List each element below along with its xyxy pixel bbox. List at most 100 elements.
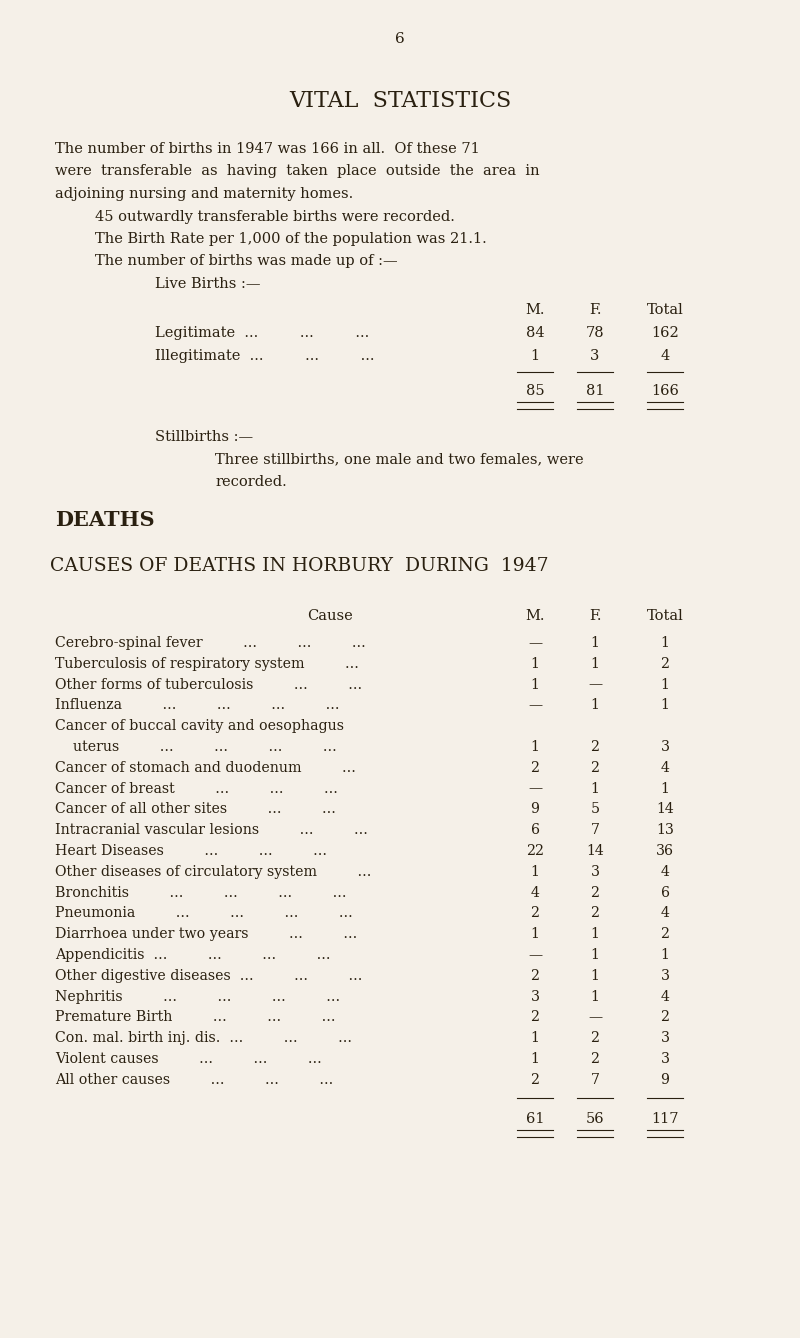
Text: F.: F.: [589, 304, 602, 317]
Text: 81: 81: [586, 384, 604, 397]
Text: Diarrhoea under two years         ...         ...: Diarrhoea under two years ... ...: [55, 927, 358, 941]
Text: 1: 1: [530, 677, 539, 692]
Text: 6: 6: [530, 823, 539, 838]
Text: Cerebro-spinal fever         ...         ...         ...: Cerebro-spinal fever ... ... ...: [55, 636, 366, 650]
Text: 78: 78: [586, 326, 604, 340]
Text: 1: 1: [530, 657, 539, 670]
Text: DEATHS: DEATHS: [55, 510, 154, 530]
Text: 7: 7: [590, 1073, 599, 1086]
Text: 1: 1: [590, 969, 599, 983]
Text: Other forms of tuberculosis         ...         ...: Other forms of tuberculosis ... ...: [55, 677, 362, 692]
Text: 4: 4: [661, 864, 670, 879]
Text: 2: 2: [661, 657, 670, 670]
Text: —: —: [588, 1010, 602, 1025]
Text: 1: 1: [530, 1052, 539, 1066]
Text: VITAL  STATISTICS: VITAL STATISTICS: [289, 90, 511, 112]
Text: 45 outwardly transferable births were recorded.: 45 outwardly transferable births were re…: [95, 210, 455, 223]
Text: 2: 2: [590, 906, 599, 921]
Text: 1: 1: [530, 348, 539, 363]
Text: Illegitimate  ...         ...         ...: Illegitimate ... ... ...: [155, 348, 374, 363]
Text: 3: 3: [661, 740, 670, 755]
Text: Tuberculosis of respiratory system         ...: Tuberculosis of respiratory system ...: [55, 657, 359, 670]
Text: Other diseases of circulatory system         ...: Other diseases of circulatory system ...: [55, 864, 371, 879]
Text: 2: 2: [530, 761, 539, 775]
Text: 1: 1: [590, 781, 599, 796]
Text: uterus         ...         ...         ...         ...: uterus ... ... ... ...: [55, 740, 337, 755]
Text: 84: 84: [526, 326, 544, 340]
Text: 2: 2: [530, 1073, 539, 1086]
Text: Premature Birth         ...         ...         ...: Premature Birth ... ... ...: [55, 1010, 335, 1025]
Text: The number of births was made up of :—: The number of births was made up of :—: [95, 254, 398, 269]
Text: 1: 1: [590, 927, 599, 941]
Text: 1: 1: [590, 698, 599, 712]
Text: 1: 1: [530, 927, 539, 941]
Text: adjoining nursing and maternity homes.: adjoining nursing and maternity homes.: [55, 187, 354, 201]
Text: 2: 2: [590, 1052, 599, 1066]
Text: 1: 1: [530, 740, 539, 755]
Text: The Birth Rate per 1,000 of the population was 21.1.: The Birth Rate per 1,000 of the populati…: [95, 231, 486, 246]
Text: Stillbirths :—: Stillbirths :—: [155, 429, 253, 444]
Text: 1: 1: [590, 990, 599, 1004]
Text: 162: 162: [651, 326, 679, 340]
Text: 14: 14: [656, 803, 674, 816]
Text: Influenza         ...         ...         ...         ...: Influenza ... ... ... ...: [55, 698, 339, 712]
Text: Three stillbirths, one male and two females, were: Three stillbirths, one male and two fema…: [215, 452, 584, 467]
Text: All other causes         ...         ...         ...: All other causes ... ... ...: [55, 1073, 334, 1086]
Text: 1: 1: [530, 864, 539, 879]
Text: F.: F.: [589, 610, 602, 624]
Text: —: —: [528, 949, 542, 962]
Text: 2: 2: [590, 1032, 599, 1045]
Text: Total: Total: [646, 304, 683, 317]
Text: 2: 2: [590, 886, 599, 899]
Text: 56: 56: [586, 1112, 604, 1125]
Text: 85: 85: [526, 384, 544, 397]
Text: 3: 3: [530, 990, 539, 1004]
Text: 1: 1: [661, 698, 670, 712]
Text: Cancer of all other sites         ...         ...: Cancer of all other sites ... ...: [55, 803, 336, 816]
Text: —: —: [588, 677, 602, 692]
Text: 1: 1: [661, 636, 670, 650]
Text: 5: 5: [590, 803, 599, 816]
Text: Pneumonia         ...         ...         ...         ...: Pneumonia ... ... ... ...: [55, 906, 353, 921]
Text: 1: 1: [661, 949, 670, 962]
Text: 117: 117: [651, 1112, 678, 1125]
Text: 2: 2: [530, 969, 539, 983]
Text: 9: 9: [661, 1073, 670, 1086]
Text: 1: 1: [590, 636, 599, 650]
Text: —: —: [528, 781, 542, 796]
Text: 4: 4: [661, 990, 670, 1004]
Text: 36: 36: [656, 844, 674, 858]
Text: 7: 7: [590, 823, 599, 838]
Text: M.: M.: [526, 304, 545, 317]
Text: 2: 2: [661, 1010, 670, 1025]
Text: 3: 3: [661, 969, 670, 983]
Text: 4: 4: [661, 761, 670, 775]
Text: Violent causes         ...         ...         ...: Violent causes ... ... ...: [55, 1052, 322, 1066]
Text: 3: 3: [661, 1052, 670, 1066]
Text: 2: 2: [590, 761, 599, 775]
Text: 2: 2: [530, 1010, 539, 1025]
Text: 3: 3: [661, 1032, 670, 1045]
Text: 1: 1: [590, 949, 599, 962]
Text: Intracranial vascular lesions         ...         ...: Intracranial vascular lesions ... ...: [55, 823, 368, 838]
Text: 1: 1: [590, 657, 599, 670]
Text: 61: 61: [526, 1112, 544, 1125]
Text: Cause: Cause: [307, 610, 353, 624]
Text: recorded.: recorded.: [215, 475, 286, 488]
Text: 9: 9: [530, 803, 539, 816]
Text: Con. mal. birth inj. dis.  ...         ...         ...: Con. mal. birth inj. dis. ... ... ...: [55, 1032, 352, 1045]
Text: 3: 3: [590, 864, 599, 879]
Text: 14: 14: [586, 844, 604, 858]
Text: 6: 6: [395, 32, 405, 45]
Text: 2: 2: [590, 740, 599, 755]
Text: CAUSES OF DEATHS IN HORBURY  DURING  1947: CAUSES OF DEATHS IN HORBURY DURING 1947: [50, 558, 549, 575]
Text: 2: 2: [661, 927, 670, 941]
Text: 2: 2: [530, 906, 539, 921]
Text: 3: 3: [590, 348, 600, 363]
Text: 4: 4: [530, 886, 539, 899]
Text: 166: 166: [651, 384, 679, 397]
Text: 22: 22: [526, 844, 544, 858]
Text: M.: M.: [526, 610, 545, 624]
Text: Legitimate  ...         ...         ...: Legitimate ... ... ...: [155, 326, 370, 340]
Text: Cancer of buccal cavity and oesophagus: Cancer of buccal cavity and oesophagus: [55, 720, 344, 733]
